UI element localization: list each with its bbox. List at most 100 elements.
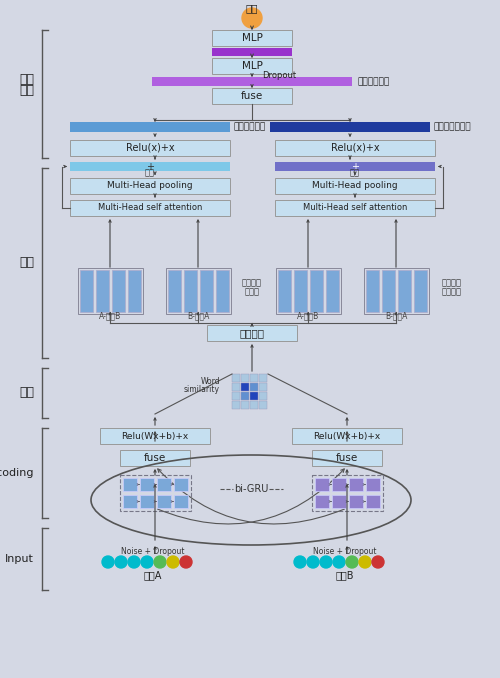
Bar bbox=[70, 122, 230, 132]
Bar bbox=[140, 495, 153, 508]
Circle shape bbox=[307, 556, 319, 568]
Circle shape bbox=[294, 556, 306, 568]
Circle shape bbox=[102, 556, 114, 568]
Bar bbox=[278, 270, 290, 312]
Circle shape bbox=[372, 556, 384, 568]
Bar bbox=[96, 270, 108, 312]
Bar bbox=[398, 270, 410, 312]
Bar bbox=[241, 401, 249, 409]
Text: 正交分解: 正交分解 bbox=[240, 328, 264, 338]
Bar bbox=[232, 392, 240, 400]
Bar bbox=[275, 162, 435, 171]
Circle shape bbox=[115, 556, 127, 568]
Bar bbox=[128, 270, 140, 312]
Text: 句子B: 句子B bbox=[336, 570, 354, 580]
Bar bbox=[382, 270, 394, 312]
Bar bbox=[232, 401, 240, 409]
Bar bbox=[259, 392, 267, 400]
Bar bbox=[270, 122, 430, 132]
Bar bbox=[156, 495, 170, 508]
Bar bbox=[122, 495, 136, 508]
Text: MLP: MLP bbox=[242, 61, 262, 71]
Bar bbox=[276, 268, 340, 314]
Text: Multi-Head self attention: Multi-Head self attention bbox=[303, 203, 407, 212]
Bar bbox=[70, 140, 230, 156]
Bar bbox=[292, 428, 402, 444]
Bar bbox=[366, 478, 380, 491]
Bar bbox=[120, 475, 190, 511]
Bar bbox=[275, 140, 435, 156]
Bar bbox=[259, 401, 267, 409]
Bar bbox=[168, 270, 180, 312]
Text: 拼接: 拼接 bbox=[350, 169, 360, 178]
Bar bbox=[250, 401, 258, 409]
Text: Relu(Wx+b)+x: Relu(Wx+b)+x bbox=[122, 431, 188, 441]
Bar bbox=[310, 270, 322, 312]
Text: 融合信息向量: 融合信息向量 bbox=[357, 77, 389, 86]
Bar bbox=[275, 200, 435, 216]
Bar bbox=[216, 270, 228, 312]
Text: Multi-Head pooling: Multi-Head pooling bbox=[107, 182, 193, 191]
Text: 预测: 预测 bbox=[19, 84, 34, 97]
Circle shape bbox=[320, 556, 332, 568]
Circle shape bbox=[180, 556, 192, 568]
Text: B-对齐A: B-对齐A bbox=[187, 311, 209, 321]
Bar bbox=[174, 495, 188, 508]
Bar bbox=[241, 392, 249, 400]
Bar bbox=[332, 495, 345, 508]
Text: Dropout: Dropout bbox=[262, 71, 296, 81]
Text: B-对齐A: B-对齐A bbox=[385, 311, 407, 321]
Text: fuse: fuse bbox=[241, 91, 263, 101]
Text: MLP: MLP bbox=[242, 33, 262, 43]
Bar bbox=[140, 478, 153, 491]
Text: 互信息: 互信息 bbox=[244, 287, 260, 296]
FancyArrowPatch shape bbox=[158, 469, 344, 524]
Bar bbox=[250, 392, 258, 400]
Text: 融合: 融合 bbox=[19, 73, 34, 86]
Bar bbox=[366, 495, 380, 508]
Bar bbox=[100, 428, 210, 444]
Bar bbox=[212, 48, 292, 56]
Bar bbox=[275, 178, 435, 194]
Text: 对齐: 对齐 bbox=[19, 386, 34, 399]
Text: 交互信息: 交互信息 bbox=[442, 287, 462, 296]
Text: Noise + Dropout: Noise + Dropout bbox=[313, 546, 377, 555]
Bar bbox=[326, 270, 338, 312]
Circle shape bbox=[359, 556, 371, 568]
Text: bi-GRU: bi-GRU bbox=[234, 484, 268, 494]
Bar bbox=[212, 58, 292, 74]
Bar bbox=[120, 450, 190, 466]
Bar bbox=[250, 374, 258, 382]
Text: 不相关性: 不相关性 bbox=[442, 279, 462, 287]
Text: fuse: fuse bbox=[336, 453, 358, 463]
Bar bbox=[232, 374, 240, 382]
Text: Noise + Dropout: Noise + Dropout bbox=[121, 546, 185, 555]
Bar bbox=[259, 374, 267, 382]
Text: 结果: 结果 bbox=[246, 3, 258, 13]
Bar bbox=[200, 270, 212, 312]
Circle shape bbox=[154, 556, 166, 568]
Bar bbox=[364, 268, 428, 314]
Bar bbox=[348, 478, 362, 491]
Circle shape bbox=[141, 556, 153, 568]
Bar bbox=[122, 478, 136, 491]
Bar bbox=[184, 270, 196, 312]
Text: 拼接: 拼接 bbox=[145, 169, 155, 178]
Bar bbox=[312, 450, 382, 466]
Text: 不相关信息向量: 不相关信息向量 bbox=[434, 123, 472, 132]
Bar bbox=[80, 270, 92, 312]
Text: fuse: fuse bbox=[144, 453, 166, 463]
Bar bbox=[314, 495, 328, 508]
Text: Multi-Head self attention: Multi-Head self attention bbox=[98, 203, 202, 212]
Text: 相关信息向量: 相关信息向量 bbox=[234, 123, 266, 132]
Bar bbox=[78, 268, 142, 314]
Text: Relu(x)+x: Relu(x)+x bbox=[330, 143, 380, 153]
Bar bbox=[70, 200, 230, 216]
Bar bbox=[166, 268, 230, 314]
Text: Word: Word bbox=[200, 378, 220, 386]
Bar bbox=[212, 30, 292, 46]
Bar bbox=[294, 270, 306, 312]
Text: A-对齐B: A-对齐B bbox=[297, 311, 319, 321]
Bar bbox=[348, 495, 362, 508]
Bar bbox=[174, 478, 188, 491]
